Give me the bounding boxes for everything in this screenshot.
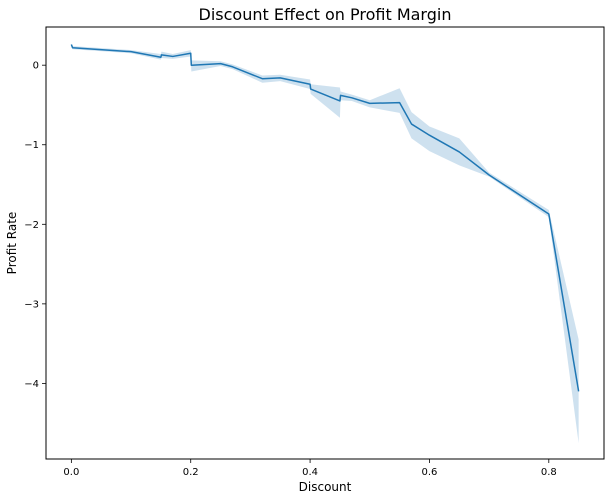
series-line-0 — [70, 44, 580, 392]
chart-title: Discount Effect on Profit Margin — [199, 5, 452, 24]
axes-frame — [45, 26, 605, 460]
x-tick-label: 0.6 — [421, 467, 437, 478]
x-tick-label: 0.0 — [63, 467, 79, 478]
y-tick-label: −4 — [24, 379, 39, 390]
y-tick-label: −1 — [24, 140, 39, 151]
x-axis-label: Discount — [299, 480, 352, 494]
y-axis: 0 −1 −2 −3 −4 — [24, 61, 46, 390]
x-tick-label: 0.8 — [541, 467, 557, 478]
x-tick-label: 0.4 — [302, 467, 318, 478]
confidence-band-0 — [71, 43, 579, 444]
x-axis: 0.0 0.2 0.4 0.6 0.8 — [63, 459, 557, 478]
y-axis-label: Profit Rate — [5, 212, 19, 275]
y-tick-label: −2 — [24, 220, 39, 231]
x-tick-label: 0.2 — [183, 467, 199, 478]
y-tick-label: 0 — [33, 61, 39, 72]
plot-area — [70, 43, 580, 444]
y-tick-label: −3 — [24, 299, 39, 310]
